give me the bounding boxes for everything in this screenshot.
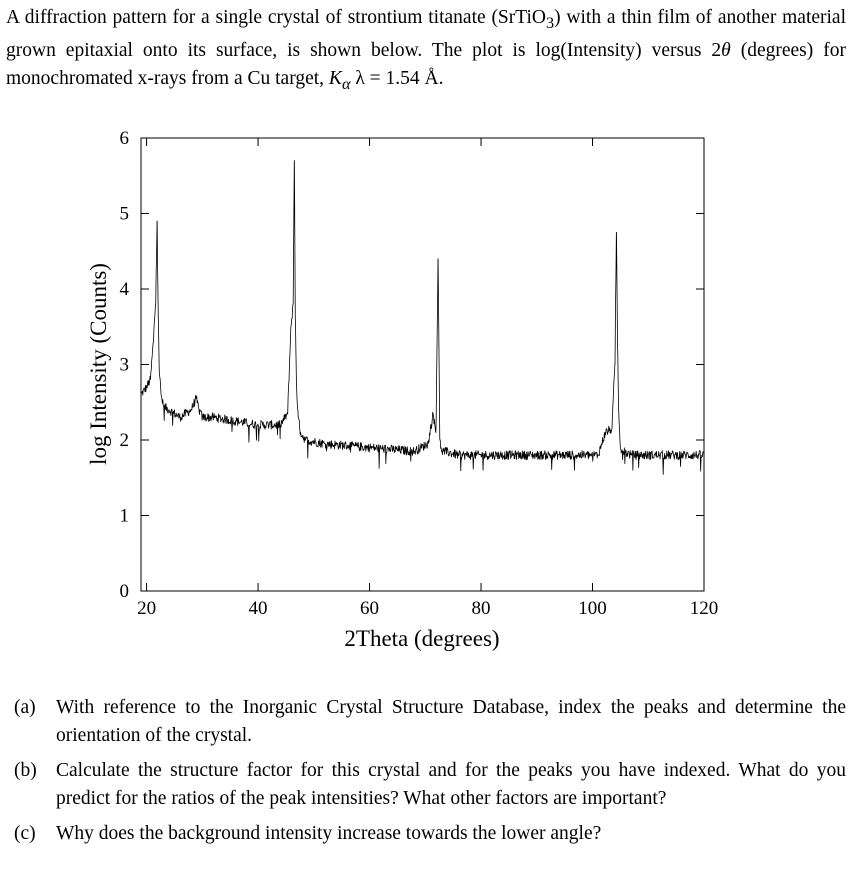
diffraction-figure: 20 40 60 80 100 120 0 1 2 3 4 5 6 2Theta (degrees) l… <box>0 118 854 658</box>
question-item: (a) With reference to the Inorganic Crys… <box>14 694 846 749</box>
intro-k-subscript: α <box>341 74 351 93</box>
diffraction-chart: 20 40 60 80 100 120 0 1 2 3 4 5 6 2Theta (degrees) l… <box>86 128 719 651</box>
y-tick-label: 5 <box>120 204 130 225</box>
intro-subscript-3: 3 <box>546 13 555 32</box>
intro-text-1: A diffraction pattern for a single cryst… <box>6 7 547 28</box>
intro-text-3: (degrees) for monochromated x-rays from … <box>6 40 846 89</box>
question-label: (b) <box>14 760 37 781</box>
y-tick-label: 4 <box>120 279 130 300</box>
question-label: (c) <box>14 823 36 844</box>
intro-paragraph: A diffraction pattern for a single cryst… <box>6 4 846 98</box>
y-tick-label: 3 <box>120 355 130 376</box>
y-tick-label: 0 <box>120 581 130 602</box>
y-tick-label: 6 <box>120 128 130 149</box>
x-axis-title: 2Theta (degrees) <box>344 626 499 651</box>
y-tick-label: 1 <box>120 506 130 527</box>
y-tick-label: 2 <box>120 430 130 451</box>
plot-frame <box>140 137 705 592</box>
intro-text-2: ) with a thin film of another material g… <box>6 7 847 62</box>
intro-k: K <box>328 67 342 89</box>
x-tick-label: 60 <box>360 598 379 619</box>
x-tick-label: 40 <box>249 598 268 619</box>
intro-theta: θ <box>721 40 731 62</box>
tick-labels: 20 40 60 80 100 120 0 1 2 3 4 5 6 <box>120 128 719 619</box>
problem-statement: A diffraction pattern for a single cryst… <box>6 4 846 98</box>
question-text: With reference to the Inorganic Crystal … <box>56 697 846 746</box>
question-item: (c) Why does the background intensity in… <box>14 820 846 848</box>
question-list: (a) With reference to the Inorganic Crys… <box>14 694 846 856</box>
data-series-line <box>140 160 705 475</box>
question-item: (b) Calculate the structure factor for t… <box>14 757 846 812</box>
x-tick-label: 20 <box>137 598 156 619</box>
x-tick-label: 100 <box>578 598 607 619</box>
x-tick-label: 80 <box>472 598 491 619</box>
y-axis-title: log Intensity (Counts) <box>86 263 111 465</box>
question-text: Why does the background intensity increa… <box>56 823 602 844</box>
question-text: Calculate the structure factor for this … <box>56 760 846 809</box>
x-tick-label: 120 <box>690 598 719 619</box>
question-label: (a) <box>14 697 36 718</box>
intro-text-4: λ = 1.54 Å. <box>350 67 444 89</box>
axis-ticks <box>141 137 705 592</box>
